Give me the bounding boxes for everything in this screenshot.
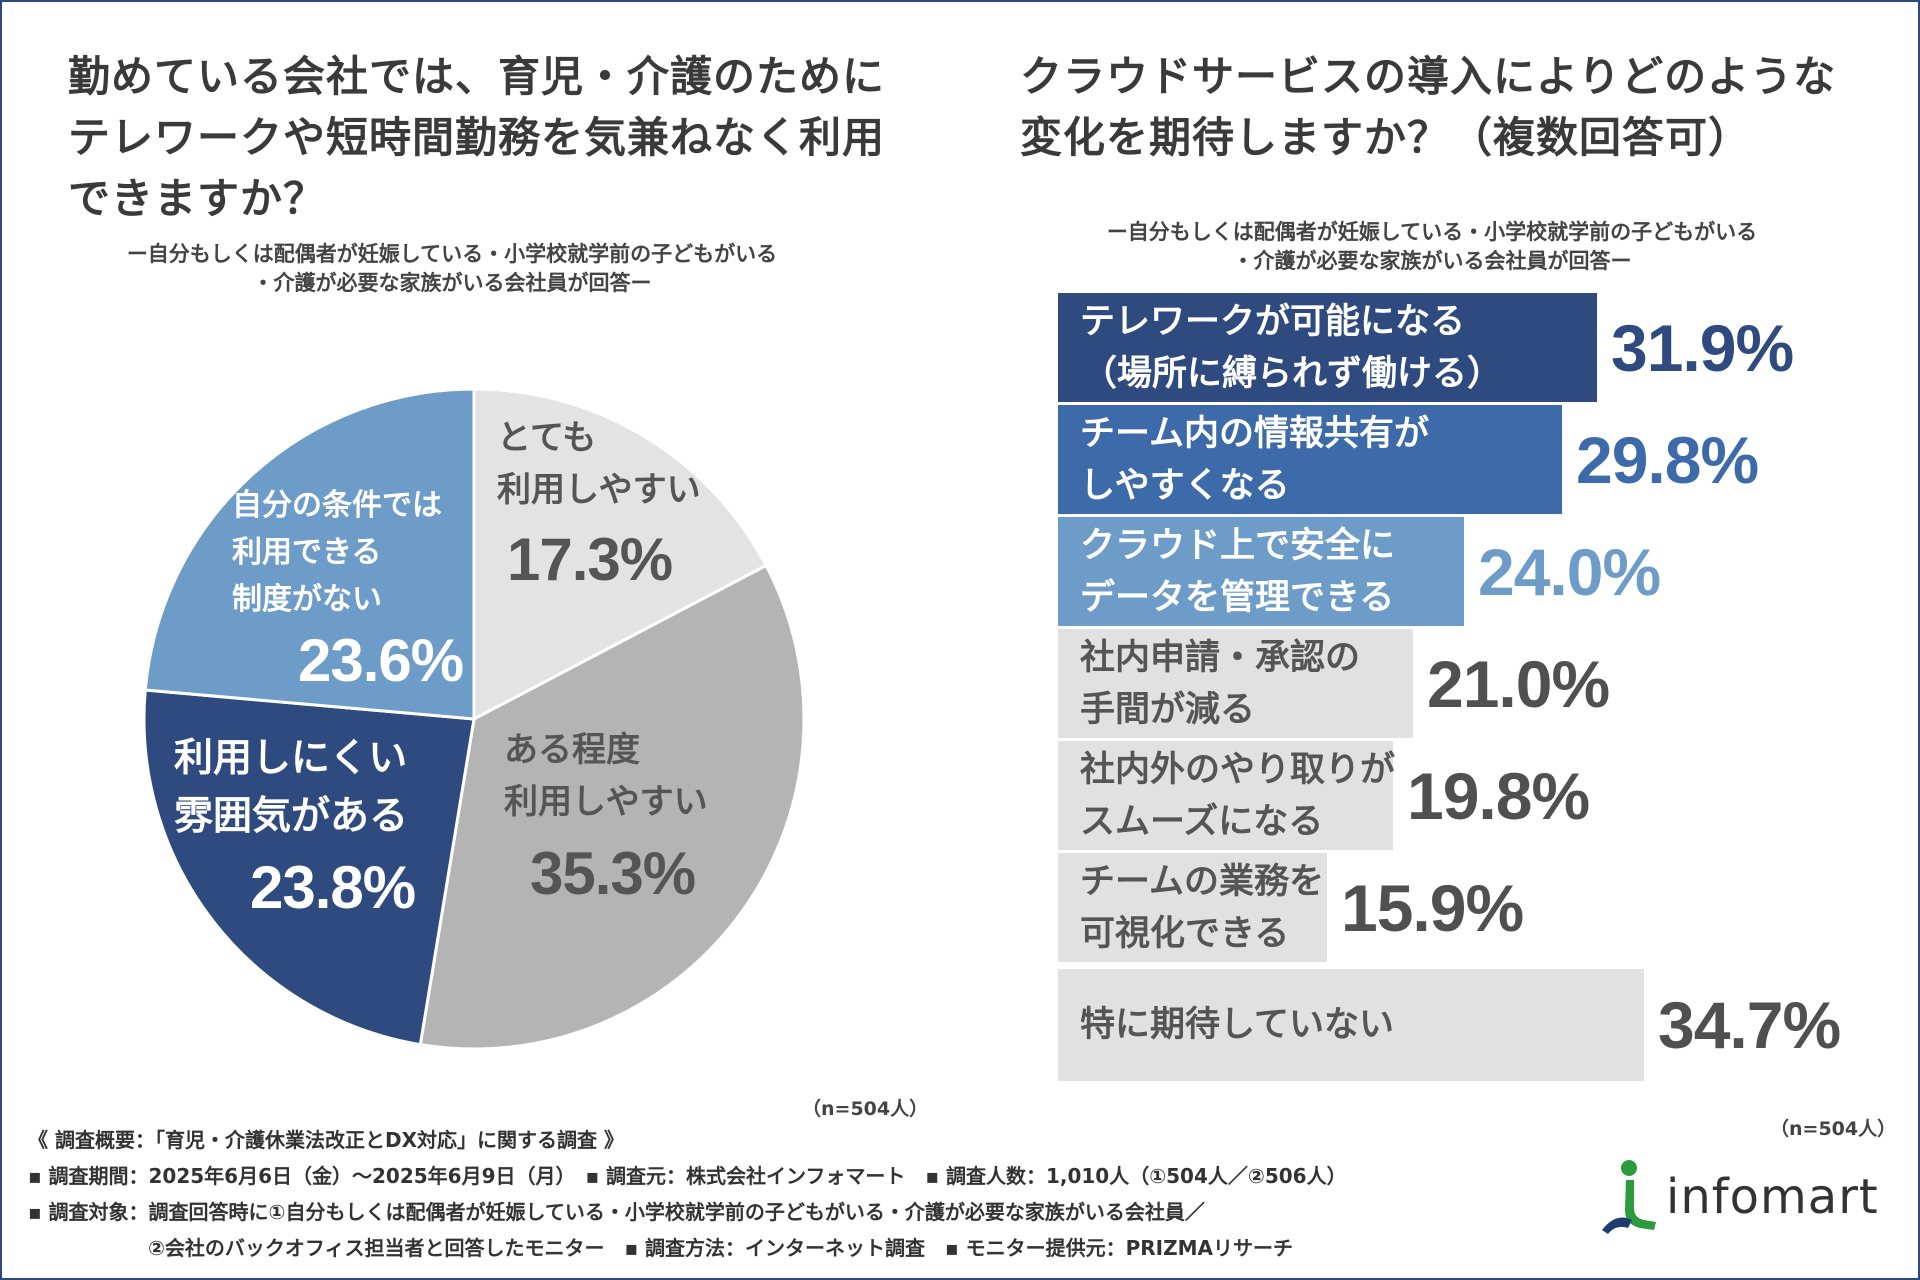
pie-label-hard-atmosphere: 利用しにくい 雰囲気がある 23.8% <box>174 730 416 924</box>
bar-label-line: テレワークが可能になる <box>1080 301 1466 342</box>
left-n-label: （n=504人） <box>802 1098 929 1120</box>
pie-chart <box>142 387 806 1051</box>
bar <box>1058 517 1464 626</box>
bar <box>1058 629 1413 738</box>
footer-line: 《 調査概要：「育児・介護休業法改正とDX対応」に関する調査 》 <box>28 1128 624 1152</box>
bar-label-line: しやすくなる <box>1080 465 1290 506</box>
left-title: 勤めている会社では、育児・介護のために テレワークや短時間勤務を気兼ねなく利用 … <box>68 46 885 229</box>
right-title: クラウドサービスの導入によりどのような 変化を期待しますか？（複数回答可） <box>1020 46 1836 168</box>
bar-label-line: 社内外のやり取りが <box>1080 749 1396 790</box>
pie-slice-value: 23.8% <box>250 854 416 921</box>
pie-slice-2 <box>142 688 476 1047</box>
bar-label-line: 特に期待していない <box>1080 1005 1394 1045</box>
pie-slice-value: 17.3% <box>507 526 673 593</box>
right-n-label: （n=504人） <box>1770 1118 1897 1140</box>
infomart-logo: infomart <box>1598 1158 1879 1236</box>
bar-label: チームの業務を 可視化できる <box>1080 853 1324 962</box>
bar-value: 21.0% <box>1427 646 1610 721</box>
bar-row: テレワークが可能になる （場所に縛られず働ける） 31.9% <box>1058 293 1858 402</box>
pie-slice-label-line: 利用できる <box>232 535 382 570</box>
bar-row: 社内申請・承認の 手間が減る 21.0% <box>1058 629 1858 738</box>
pie-slice-label-line: 利用しにくい <box>174 736 408 781</box>
right-subtitle-line: ー自分もしくは配偶者が妊娠している・小学校就学前の子どもがいる <box>1106 220 1758 244</box>
pie-slice-label-line: 利用しやすい <box>497 470 701 510</box>
pie-slice-label-line: 利用しやすい <box>504 782 708 822</box>
bar-label: クラウド上で安全に データを管理できる <box>1080 517 1395 626</box>
bar-row: 社内外のやり取りが スムーズになる 19.8% <box>1058 741 1858 850</box>
bar-label: 社内外のやり取りが スムーズになる <box>1080 741 1395 850</box>
left-title-line: 勤めている会社では、育児・介護のために <box>68 52 886 101</box>
pie-slice-3 <box>143 387 476 721</box>
left-title-line: テレワークや短時間勤務を気兼ねなく利用 <box>68 113 886 162</box>
bar-row: チームの業務を 可視化できる 15.9% <box>1058 853 1858 962</box>
bar-row: クラウド上で安全に データを管理できる 24.0% <box>1058 517 1858 626</box>
left-title-line: できますか？ <box>68 174 327 223</box>
pie-slice-label-line: とても <box>497 418 597 458</box>
bar <box>1058 853 1327 962</box>
bar-label-line: 社内申請・承認の <box>1080 637 1361 678</box>
bar <box>1058 741 1393 850</box>
bar-value: 34.7% <box>1658 988 1841 1062</box>
pie-slice-label-line: 制度がない <box>232 582 382 617</box>
left-subtitle: ー自分もしくは配偶者が妊娠している・小学校就学前の子どもがいる ・介護が必要な家… <box>62 240 842 298</box>
bar-value: 19.8% <box>1407 758 1590 833</box>
bar-label-line: データを管理できる <box>1080 577 1395 618</box>
pie-slice-value: 23.6% <box>298 627 464 694</box>
right-title-line: 変化を期待しますか？（複数回答可） <box>1020 113 1752 162</box>
footer-line: ▪ 調査対象：調査回答時に①自分もしくは配偶者が妊娠している・小学校就学前の子ど… <box>28 1200 1205 1224</box>
bar-label: チーム内の情報共有が しやすくなる <box>1080 405 1429 514</box>
pie-label-no-system: 自分の条件では 利用できる 制度がない 23.6% <box>232 482 464 697</box>
pie-label-somewhat-easy: ある程度 利用しやすい 35.3% <box>504 724 708 910</box>
bar-label-line: スムーズになる <box>1080 801 1324 842</box>
pie-label-very-easy: とても 利用しやすい 17.3% <box>497 412 701 596</box>
bar-label-line: 手間が減る <box>1080 689 1256 730</box>
right-title-line: クラウドサービスの導入によりどのような <box>1020 52 1837 101</box>
pie-slice-label-line: ある程度 <box>504 730 640 770</box>
bar-row: 特に期待していない 34.7% <box>1058 969 1858 1081</box>
bar-row: チーム内の情報共有が しやすくなる 29.8% <box>1058 405 1858 514</box>
pie-slice-0 <box>472 387 769 722</box>
bar-label-line: チーム内の情報共有が <box>1080 413 1429 454</box>
bar-label: テレワークが可能になる （場所に縛られず働ける） <box>1080 293 1502 402</box>
bar-label-line: 可視化できる <box>1080 913 1290 954</box>
bar-value: 31.9% <box>1611 310 1794 385</box>
pie-slice-value: 35.3% <box>530 840 696 907</box>
pie-slice-label-line: 自分の条件では <box>232 488 442 523</box>
bar <box>1058 405 1562 514</box>
infomart-logo-text: infomart <box>1666 1169 1879 1225</box>
bar <box>1058 293 1597 402</box>
footer-line: ②会社のバックオフィス担当者と回答したモニター ▪ 調査方法：インターネット調査… <box>28 1236 1293 1260</box>
survey-footer: 《 調査概要：「育児・介護休業法改正とDX対応」に関する調査 》 ▪ 調査期間：… <box>28 1122 1347 1266</box>
right-subtitle-line: ・介護が必要な家族がいる会社員が回答ー <box>1232 249 1632 273</box>
bar <box>1058 969 1644 1081</box>
left-subtitle-line: ー自分もしくは配偶者が妊娠している・小学校就学前の子どもがいる <box>126 242 778 266</box>
pie-slice-label-line: 雰囲気がある <box>174 794 409 839</box>
bar-value: 29.8% <box>1576 422 1759 497</box>
left-subtitle-line: ・介護が必要な家族がいる会社員が回答ー <box>252 271 652 295</box>
infomart-logo-icon <box>1602 1160 1656 1234</box>
bar-label: 社内申請・承認の 手間が減る <box>1080 629 1360 738</box>
bar-label-line: クラウド上で安全に <box>1080 525 1396 566</box>
pie-slice-1 <box>418 563 806 1051</box>
right-subtitle: ー自分もしくは配偶者が妊娠している・小学校就学前の子どもがいる ・介護が必要な家… <box>1042 218 1822 276</box>
bar-label-line: （場所に縛られず働ける） <box>1082 353 1503 394</box>
footer-line: ▪ 調査期間：2025年6月6日（金）～2025年6月9日（月） ▪ 調査元：株… <box>28 1164 1347 1188</box>
bar-value: 15.9% <box>1341 870 1524 945</box>
bar-label-line: チームの業務を <box>1080 861 1324 902</box>
bar-label: 特に期待していない <box>1080 969 1394 1081</box>
bar-value: 24.0% <box>1478 534 1661 609</box>
